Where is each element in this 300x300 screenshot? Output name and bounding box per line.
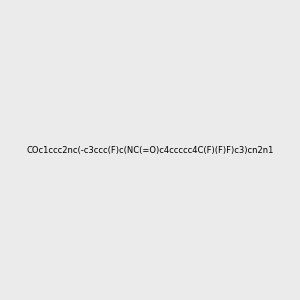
Text: COc1ccc2nc(-c3ccc(F)c(NC(=O)c4ccccc4C(F)(F)F)c3)cn2n1: COc1ccc2nc(-c3ccc(F)c(NC(=O)c4ccccc4C(F)… — [26, 146, 274, 154]
